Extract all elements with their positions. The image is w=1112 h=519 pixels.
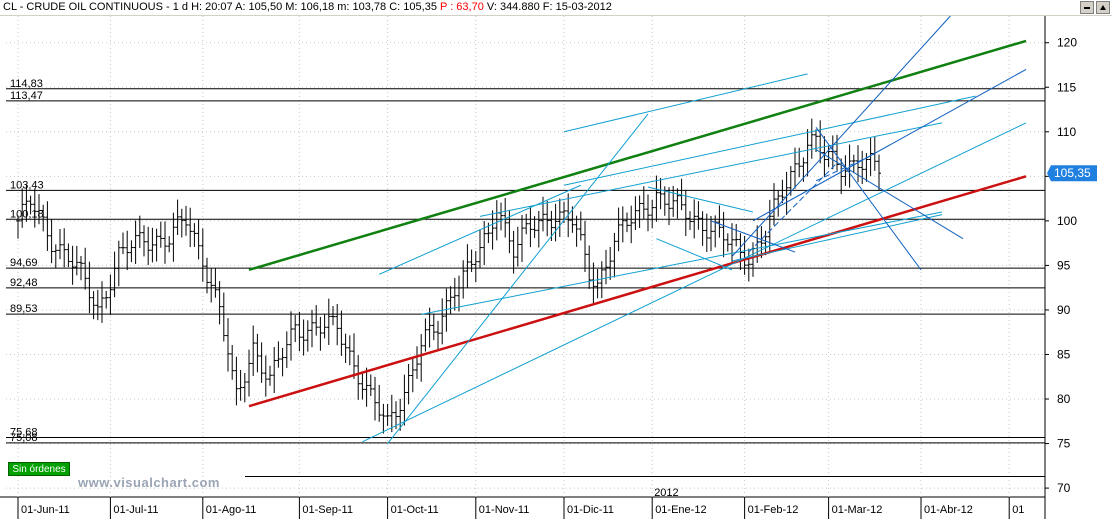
y-tick-label: 95 — [1057, 258, 1071, 272]
trendline-support[interactable] — [248, 175, 1027, 408]
x-tick-label: 01-Dic-11 — [567, 504, 614, 516]
instrument-symbol: CL - CRUDE OIL CONTINUOUS - — [3, 1, 170, 13]
trendline-ch2[interactable] — [387, 113, 649, 444]
last-price-label: 105,35 — [1054, 166, 1091, 180]
year-marker-label: 2012 — [654, 487, 678, 499]
title-bar: CL - CRUDE OIL CONTINUOUS - 1 d H: 20:07… — [0, 0, 1112, 16]
trendline-ch6[interactable] — [563, 95, 976, 186]
minimize-icon — [1084, 7, 1090, 9]
level-label: 75,08 — [10, 432, 38, 444]
trendline-ch8[interactable] — [378, 184, 582, 275]
trendline-fan5[interactable] — [647, 186, 754, 213]
instrument-summary: CL - CRUDE OIL CONTINUOUS - 1 d H: 20:07… — [3, 1, 612, 13]
bar-period: 1 d — [172, 1, 188, 13]
level-label: 94,69 — [10, 257, 38, 269]
trendline-fan4[interactable] — [710, 220, 796, 253]
y-tick-label: 90 — [1057, 303, 1071, 317]
level-label: 92,48 — [10, 277, 38, 289]
trendline-ch3[interactable] — [421, 211, 943, 315]
y-tick-label: 70 — [1057, 481, 1071, 495]
trendline-fan7[interactable] — [656, 238, 733, 271]
close-value: C: 105,35 — [389, 1, 437, 13]
dashed-trendline[interactable] — [748, 162, 838, 253]
x-tick-label: 01-Nov-11 — [479, 504, 530, 516]
x-tick-label: 01-Mar-12 — [832, 504, 883, 516]
trendline-up-trend[interactable] — [248, 39, 1027, 272]
volume-value: V: 344.880 — [486, 1, 540, 13]
dashed-trendline[interactable] — [815, 153, 876, 182]
level-label: 114,83 — [10, 78, 43, 90]
trendline-ch1[interactable] — [362, 122, 1027, 443]
last-price-box — [1047, 165, 1097, 182]
trendline-fan6[interactable] — [815, 149, 964, 240]
high-value: M: 106,18 — [285, 1, 335, 13]
trendline-fan3[interactable] — [815, 127, 922, 271]
trendline-fan2[interactable] — [752, 69, 1027, 222]
x-tick-label: 01-Sep-11 — [302, 504, 353, 516]
y-tick-label: 85 — [1057, 347, 1071, 361]
x-tick-label: 01-Ene-12 — [655, 504, 706, 516]
trendline-ch7[interactable] — [563, 73, 808, 133]
x-tick-label: 01-Abr-12 — [924, 504, 973, 516]
trendline-fan1[interactable] — [731, 15, 951, 257]
y-tick-label: 110 — [1057, 125, 1076, 139]
open-value: A: 105,50 — [235, 1, 283, 13]
y-tick-label: 75 — [1057, 437, 1071, 451]
bar-time: H: 20:07 — [191, 1, 233, 13]
maximize-button[interactable] — [1096, 1, 1110, 14]
maximize-icon — [1100, 5, 1106, 10]
low-value: m: 103,78 — [337, 1, 387, 13]
minimize-button[interactable] — [1080, 1, 1094, 14]
trendline-ch5[interactable] — [479, 122, 943, 217]
x-tick-label: 01-Feb-12 — [748, 504, 799, 516]
x-tick-label: 01-Jun-11 — [21, 504, 70, 516]
orders-status-button[interactable]: Sin órdenes — [8, 462, 70, 476]
x-tick-label: 01-Ago-11 — [206, 504, 257, 516]
y-tick-label: 115 — [1057, 80, 1076, 94]
level-label: 89,53 — [10, 303, 38, 315]
y-tick-label: 120 — [1057, 36, 1077, 50]
y-tick-label: 100 — [1057, 214, 1077, 228]
date-value: F: 15-03-2012 — [542, 1, 612, 13]
change-value: P : 63,70 — [440, 1, 484, 13]
y-tick-label: 80 — [1057, 392, 1071, 406]
watermark: www.visualchart.com — [78, 475, 220, 490]
window-controls — [1080, 1, 1110, 15]
x-tick-label: 01-Oct-11 — [391, 504, 439, 516]
x-tick-label: 01-Jul-11 — [113, 504, 158, 516]
level-label: 75,68 — [10, 426, 38, 438]
trendline-ch4[interactable] — [731, 214, 943, 262]
plot-background — [0, 16, 1112, 519]
level-label: 113,47 — [10, 90, 43, 102]
x-tick-label: 01 — [1012, 504, 1024, 516]
